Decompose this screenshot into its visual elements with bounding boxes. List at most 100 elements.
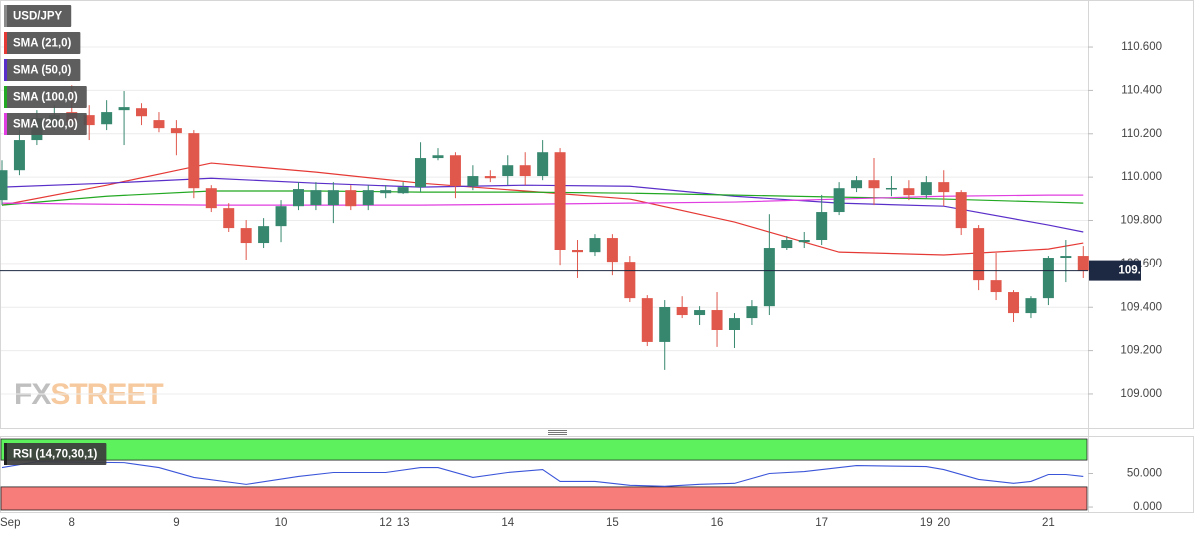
candle-body (676, 307, 688, 316)
x-tick-label: 21 (1042, 517, 1055, 529)
candle-body (240, 228, 252, 244)
candle-body (572, 249, 584, 253)
candle (537, 140, 549, 181)
x-tick-label: 19 (920, 517, 933, 529)
candle-body (641, 298, 653, 342)
candle-body (502, 165, 514, 177)
candle (746, 300, 758, 326)
legend-item: SMA (50,0) (4, 59, 81, 81)
candle (292, 182, 304, 211)
candle (415, 142, 427, 193)
candle-body (0, 170, 8, 201)
legend-badge (4, 32, 81, 54)
candle-body (136, 108, 148, 117)
candle (240, 220, 252, 260)
legend-swatch (4, 59, 7, 81)
candle (589, 234, 601, 257)
candle-body (310, 190, 322, 206)
candle (990, 253, 1002, 301)
candle-body (345, 190, 357, 207)
legend-item: RSI (14,70,30,1) (4, 443, 107, 465)
candle (694, 306, 706, 326)
candle (397, 182, 409, 195)
candle-body (1025, 298, 1037, 314)
candle (641, 295, 653, 347)
candle (816, 194, 828, 246)
candle (275, 200, 287, 243)
y-tick-label: 110.000 (1121, 171, 1162, 183)
candle-body (380, 190, 392, 194)
candle-body (205, 188, 217, 209)
candle (781, 236, 793, 250)
panel-splitter[interactable] (548, 430, 567, 435)
legend-label: RSI (14,70,30,1) (13, 449, 98, 461)
rsi-line (1, 461, 1084, 487)
candle (136, 103, 148, 126)
candle-body (153, 120, 165, 129)
x-tick-label: 16 (711, 517, 724, 529)
candle (763, 214, 775, 316)
candle (624, 256, 636, 303)
y-tick-label: 0.000 (1133, 501, 1162, 513)
candle-body (973, 228, 985, 281)
candle (885, 176, 897, 197)
candle (13, 130, 25, 176)
candle-body (694, 310, 706, 316)
legend-label: SMA (21,0) (13, 38, 72, 50)
candle (728, 313, 740, 348)
candle-body (746, 306, 758, 319)
candle-body (292, 189, 304, 207)
candle-body (188, 133, 200, 189)
legend-item: SMA (200,0) (4, 113, 87, 135)
legend-item: SMA (100,0) (4, 86, 87, 108)
y-tick-label: 110.400 (1121, 84, 1162, 96)
candle (345, 185, 357, 211)
x-tick-label: 14 (501, 517, 514, 529)
x-tick-label: 13 (397, 517, 410, 529)
legend-badge (4, 86, 87, 108)
legend-badge (4, 5, 72, 27)
candle (519, 152, 531, 186)
candle (554, 148, 566, 266)
candle (711, 292, 723, 347)
candle-body (868, 180, 880, 189)
legend-label: SMA (50,0) (13, 65, 72, 77)
candle-body (415, 158, 427, 188)
candle (1008, 290, 1020, 322)
candle-body (537, 152, 549, 177)
candle (920, 176, 932, 199)
candle-body (170, 128, 182, 134)
legend-badge (4, 59, 81, 81)
candle-body (763, 248, 775, 307)
candle (938, 170, 950, 207)
candle-body (798, 240, 810, 243)
candle-body (1060, 256, 1072, 259)
candle-body (624, 262, 636, 299)
candle (572, 240, 584, 278)
candle (101, 100, 113, 131)
candle (973, 225, 985, 291)
legend-swatch (4, 443, 7, 465)
y-tick-label: 109.000 (1120, 388, 1162, 400)
y-tick-label: 110.200 (1121, 128, 1162, 140)
candle (1060, 240, 1072, 283)
y-tick-label: 109.200 (1120, 345, 1162, 357)
candle (955, 190, 967, 236)
candle-body (711, 310, 723, 330)
x-tick-label: 8 (69, 517, 75, 529)
x-tick-label: 15 (606, 517, 619, 529)
candle (83, 105, 95, 141)
candle-body (223, 208, 235, 229)
candle (258, 218, 270, 249)
x-tick-label: Sep (0, 517, 20, 529)
candle-body (903, 188, 915, 196)
candle-body (1077, 256, 1089, 271)
candle (449, 152, 461, 199)
candle (1077, 246, 1089, 278)
candle (188, 130, 200, 199)
candle (170, 120, 182, 156)
legend-badge (4, 443, 107, 465)
candle-body (449, 155, 461, 187)
legend-label: SMA (200,0) (13, 119, 78, 131)
